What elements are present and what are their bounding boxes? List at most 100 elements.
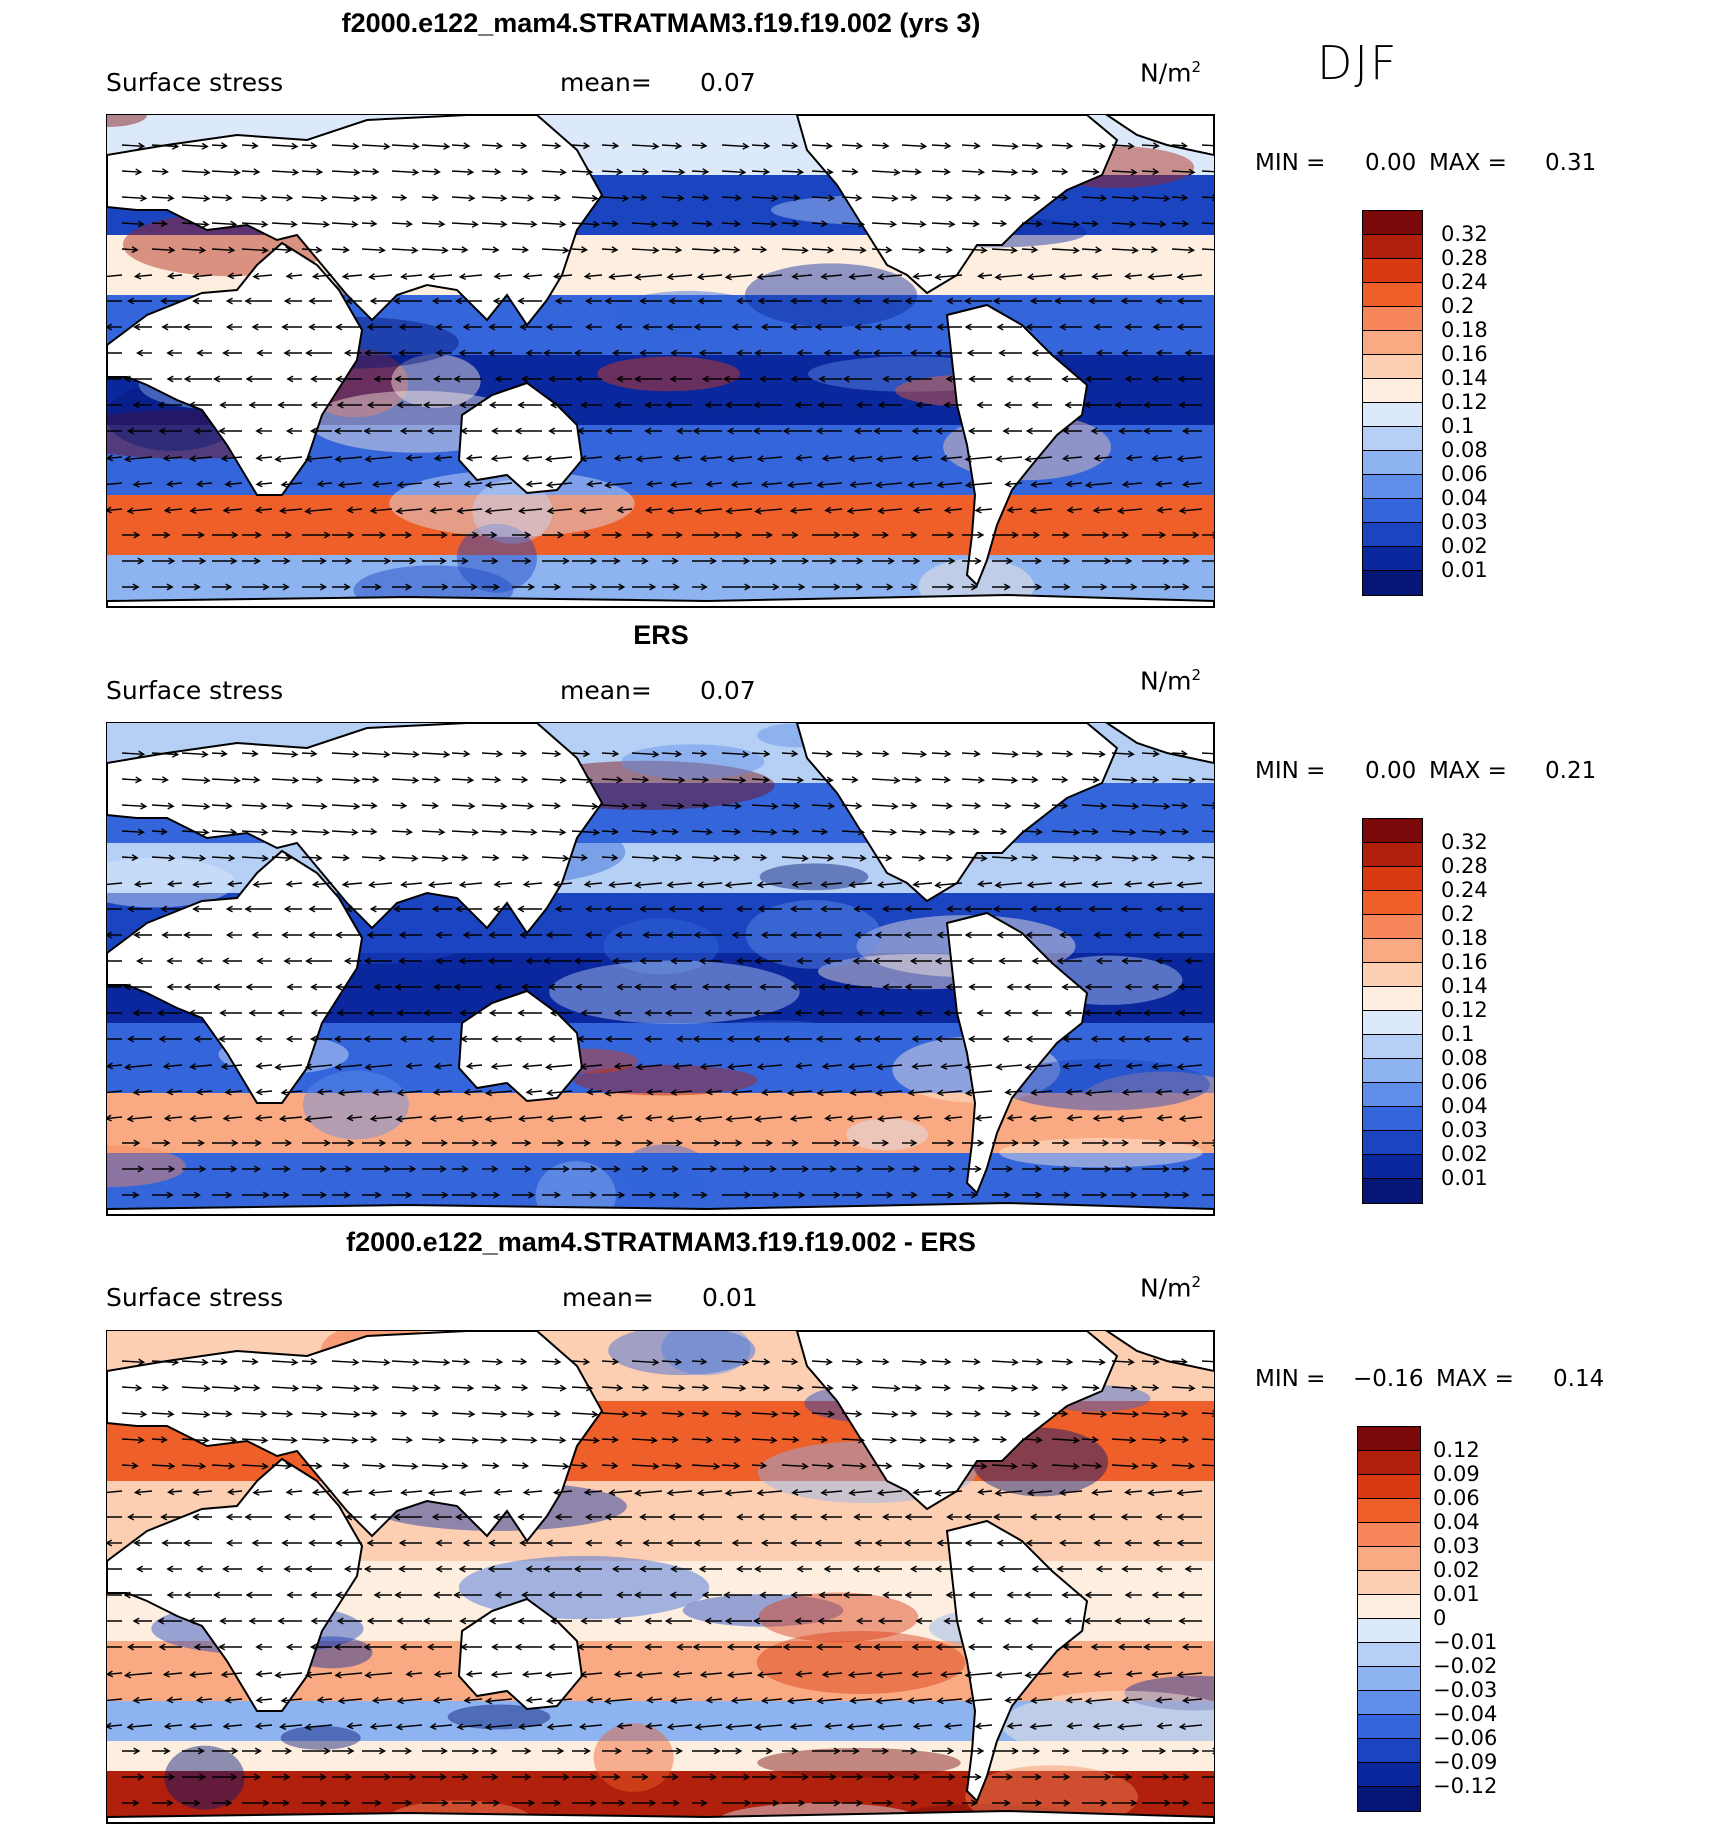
colorbar-tick-label: 0.06: [1441, 462, 1488, 486]
variable-label: Surface stress: [106, 1283, 283, 1312]
colorbar-swatch: [1363, 915, 1422, 939]
colorbar-tick-label: 0.12: [1433, 1438, 1480, 1462]
colorbar-tick-label: 0.18: [1441, 318, 1488, 342]
colorbar-tick-label: 0.08: [1441, 438, 1488, 462]
colorbar-tick-label: 0.01: [1441, 558, 1488, 582]
min-value: 0.00: [1365, 758, 1416, 784]
colorbar-tick-label: −0.01: [1433, 1630, 1497, 1654]
colorbar-swatch: [1363, 1179, 1422, 1203]
colorbar-tick-label: 0.14: [1441, 366, 1488, 390]
mean-label: mean=: [560, 68, 652, 97]
field-blob: [597, 357, 740, 392]
colorbar-swatch: [1358, 1571, 1420, 1595]
min-label: MIN =: [1255, 150, 1325, 176]
colorbar-swatch: [1363, 427, 1422, 451]
field-blob: [303, 1071, 409, 1140]
colorbar-swatch: [1363, 891, 1422, 915]
colorbar-tick-label: 0.1: [1441, 414, 1474, 438]
panel-title-model: f2000.e122_mam4.STRATMAM3.f19.f19.002 (y…: [107, 8, 1215, 39]
colorbar-swatch: [1358, 1547, 1420, 1571]
colorbar-swatch: [1363, 547, 1422, 571]
colorbar-tick-label: 0.12: [1441, 998, 1488, 1022]
colorbar-swatch: [1363, 355, 1422, 379]
colorbar-tick-label: −0.06: [1433, 1726, 1497, 1750]
colorbar-swatch: [1363, 1155, 1422, 1179]
colorbar-swatch: [1363, 379, 1422, 403]
colorbar-swatch: [1358, 1475, 1420, 1499]
colorbar-swatch: [1363, 259, 1422, 283]
max-value: 0.31: [1545, 150, 1596, 176]
map-panel-diff: [106, 1330, 1215, 1824]
colorbar-tick-label: 0.02: [1433, 1558, 1480, 1582]
colorbar-swatch: [1358, 1427, 1420, 1451]
colorbar-tick-label: 0.04: [1433, 1510, 1480, 1534]
colorbar-swatch: [1363, 571, 1422, 595]
field-blob: [594, 1723, 674, 1792]
colorbar-tick-label: 0.03: [1433, 1534, 1480, 1558]
variable-label: Surface stress: [106, 676, 283, 705]
colorbar-swatch: [1363, 819, 1422, 843]
colorbar-swatch: [1363, 307, 1422, 331]
colorbar-swatch: [1358, 1595, 1420, 1619]
colorbar-tick-label: 0.2: [1441, 294, 1474, 318]
colorbar-tick-label: 0.12: [1441, 390, 1488, 414]
map-panel-obs: [106, 722, 1215, 1216]
colorbar-tick-label: 0.02: [1441, 534, 1488, 558]
colorbar-swatch: [1363, 283, 1422, 307]
max-value: 0.21: [1545, 758, 1596, 784]
min-value: −0.16: [1353, 1366, 1423, 1392]
mean-value: 0.01: [702, 1283, 758, 1312]
colorbar-tick-label: 0.06: [1441, 1070, 1488, 1094]
colorbar-swatch: [1363, 475, 1422, 499]
field-blob: [745, 263, 917, 327]
colorbar-swatch: [1358, 1667, 1420, 1691]
colorbar-swatch: [1363, 499, 1422, 523]
units-label: N/m2: [1140, 1273, 1201, 1302]
colorbar-swatch: [1358, 1715, 1420, 1739]
min-value: 0.00: [1365, 150, 1416, 176]
colorbar-swatch: [1363, 1011, 1422, 1035]
colorbar-swatch: [1358, 1691, 1420, 1715]
max-label: MAX =: [1429, 150, 1507, 176]
max-label: MAX =: [1436, 1366, 1514, 1392]
field-blob: [620, 1144, 709, 1198]
colorbar-tick-label: −0.04: [1433, 1702, 1497, 1726]
min-label: MIN =: [1255, 1366, 1325, 1392]
panel-title-obs: ERS: [107, 620, 1215, 651]
ocean-band: [107, 495, 1214, 555]
colorbar-swatch: [1358, 1499, 1420, 1523]
colorbar-tick-label: 0.01: [1441, 1166, 1488, 1190]
field-blob: [693, 1020, 854, 1053]
field-blob: [281, 1726, 361, 1750]
colorbar-swatch: [1363, 1107, 1422, 1131]
colorbar-tick-label: −0.02: [1433, 1654, 1497, 1678]
mean-label: mean=: [560, 676, 652, 705]
variable-label: Surface stress: [106, 68, 283, 97]
mean-value: 0.07: [700, 676, 756, 705]
colorbar-swatch: [1363, 1131, 1422, 1155]
colorbar-swatch: [1363, 1083, 1422, 1107]
map-background: [107, 115, 1214, 607]
colorbar-swatch: [1358, 1451, 1420, 1475]
colorbar-swatch: [1363, 987, 1422, 1011]
panel-title-diff: f2000.e122_mam4.STRATMAM3.f19.f19.002 - …: [107, 1227, 1215, 1258]
colorbar-swatch: [1363, 403, 1422, 427]
colorbar-swatch: [1363, 1035, 1422, 1059]
colorbar-swatch: [1363, 451, 1422, 475]
max-value: 0.14: [1553, 1366, 1604, 1392]
colorbar-tick-label: 0.08: [1441, 1046, 1488, 1070]
colorbar-swatch: [1358, 1739, 1420, 1763]
field-blob: [759, 1592, 919, 1642]
map-panel-model: [106, 114, 1215, 608]
colorbar-model: [1362, 210, 1423, 596]
season-label: DJF: [1317, 36, 1398, 90]
colorbar-tick-label: 0.16: [1441, 950, 1488, 974]
colorbar-swatch: [1363, 523, 1422, 547]
colorbar-diff: [1357, 1426, 1421, 1812]
colorbar-tick-label: −0.09: [1433, 1750, 1497, 1774]
colorbar-tick-label: 0.02: [1441, 1142, 1488, 1166]
colorbar-swatch: [1358, 1787, 1420, 1811]
units-label: N/m2: [1140, 666, 1201, 695]
colorbar-tick-label: 0.2: [1441, 902, 1474, 926]
colorbar-tick-label: 0.09: [1433, 1462, 1480, 1486]
